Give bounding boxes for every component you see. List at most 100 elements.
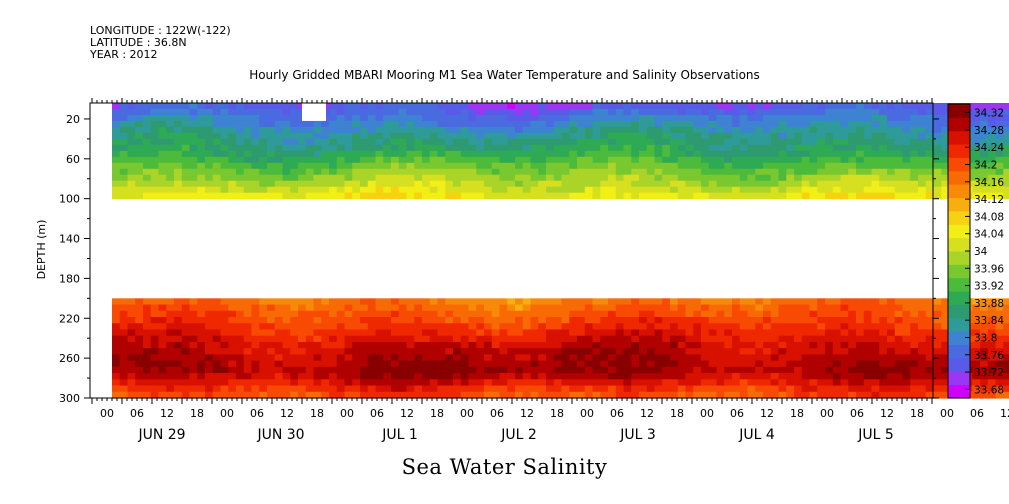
heat-cell [398, 298, 408, 306]
heat-cell [840, 108, 849, 116]
heat-cell [941, 174, 950, 182]
heat-cell [119, 304, 129, 312]
heat-cell [228, 108, 237, 116]
heat-cell [290, 335, 299, 343]
heat-cell [127, 304, 136, 312]
heat-cell [778, 348, 787, 355]
heat-cell [174, 348, 183, 355]
heat-cell [879, 298, 888, 306]
heat-cell [584, 385, 594, 393]
heat-cell [530, 168, 539, 176]
heat-cell [205, 120, 214, 128]
heat-cell [902, 144, 911, 152]
heat-cell [174, 108, 183, 116]
heat-cell [933, 366, 942, 374]
heat-cell [786, 138, 795, 146]
heat-cell [220, 132, 229, 140]
heat-cell [662, 162, 671, 170]
heat-cell [863, 323, 873, 331]
heat-cell [158, 156, 167, 164]
heat-cell [995, 120, 1004, 128]
heat-cell [344, 348, 353, 355]
heat-cell [639, 317, 648, 324]
heat-cell [577, 360, 586, 368]
heat-cell [507, 323, 516, 331]
heat-cell [980, 304, 989, 312]
heat-cell [925, 144, 935, 152]
heat-cell [646, 126, 656, 134]
heat-cell [863, 180, 873, 188]
heatmap-layer [112, 103, 1009, 399]
heat-cell [298, 329, 307, 337]
heat-cell [236, 379, 245, 387]
heat-cell [1003, 192, 1009, 200]
heat-cell [577, 317, 586, 324]
heat-cell [251, 323, 260, 331]
heat-cell [577, 120, 586, 128]
heat-cell [422, 138, 431, 146]
heat-cell [507, 162, 516, 170]
heat-cell [825, 138, 834, 146]
heat-cell [499, 329, 508, 337]
heat-cell [135, 126, 144, 134]
heat-cell [600, 108, 609, 116]
heat-cell [755, 174, 764, 182]
heat-cell [770, 120, 780, 128]
heat-cell [856, 174, 865, 182]
heat-cell [119, 341, 129, 349]
heat-cell [228, 304, 237, 312]
heat-cell [770, 323, 780, 331]
heat-cell [693, 348, 702, 355]
heat-cell [236, 138, 245, 146]
heat-cell [662, 192, 671, 200]
heat-cell [716, 335, 725, 343]
heat-cell [848, 168, 857, 176]
heat-cell [220, 317, 229, 324]
heat-cell [228, 168, 237, 176]
heat-cell [941, 341, 950, 349]
heat-cell [150, 341, 160, 349]
heat-cell [577, 329, 586, 337]
heat-cell [507, 138, 516, 146]
heat-cell [189, 126, 198, 134]
heat-cell [422, 192, 431, 200]
heat-cell [429, 335, 439, 343]
heat-cell [941, 132, 950, 140]
heat-cell [646, 174, 656, 182]
heat-cell [546, 103, 555, 110]
heat-cell [336, 138, 346, 146]
heat-cell [623, 373, 632, 380]
heat-cell [701, 114, 710, 122]
heat-cell [476, 304, 485, 312]
heat-cell [732, 192, 741, 200]
heat-cell [739, 174, 749, 182]
heat-cell [561, 120, 570, 128]
heat-cell [515, 341, 524, 349]
heat-cell [143, 132, 152, 140]
heat-cell [460, 335, 470, 343]
heat-cell [313, 132, 322, 140]
heat-cell [251, 391, 260, 399]
heat-cell [522, 360, 532, 368]
heat-cell [127, 310, 136, 318]
heat-cell [778, 144, 787, 152]
heat-cell [987, 168, 997, 176]
heat-cell [205, 138, 214, 146]
heat-cell [863, 162, 873, 170]
heat-cell [329, 348, 338, 355]
heat-cell [1003, 138, 1009, 146]
heat-cell [391, 156, 400, 164]
heat-cell [135, 144, 144, 152]
heat-cell [530, 120, 539, 128]
heat-cell [460, 317, 470, 324]
heat-cell [158, 126, 167, 134]
heat-cell [863, 366, 873, 374]
heat-cell [274, 120, 284, 128]
heat-cell [925, 348, 935, 355]
heat-cell [166, 366, 175, 374]
heat-cell [360, 329, 369, 337]
heat-cell [313, 329, 322, 337]
heat-cell [887, 354, 896, 362]
heat-cell [259, 186, 268, 194]
